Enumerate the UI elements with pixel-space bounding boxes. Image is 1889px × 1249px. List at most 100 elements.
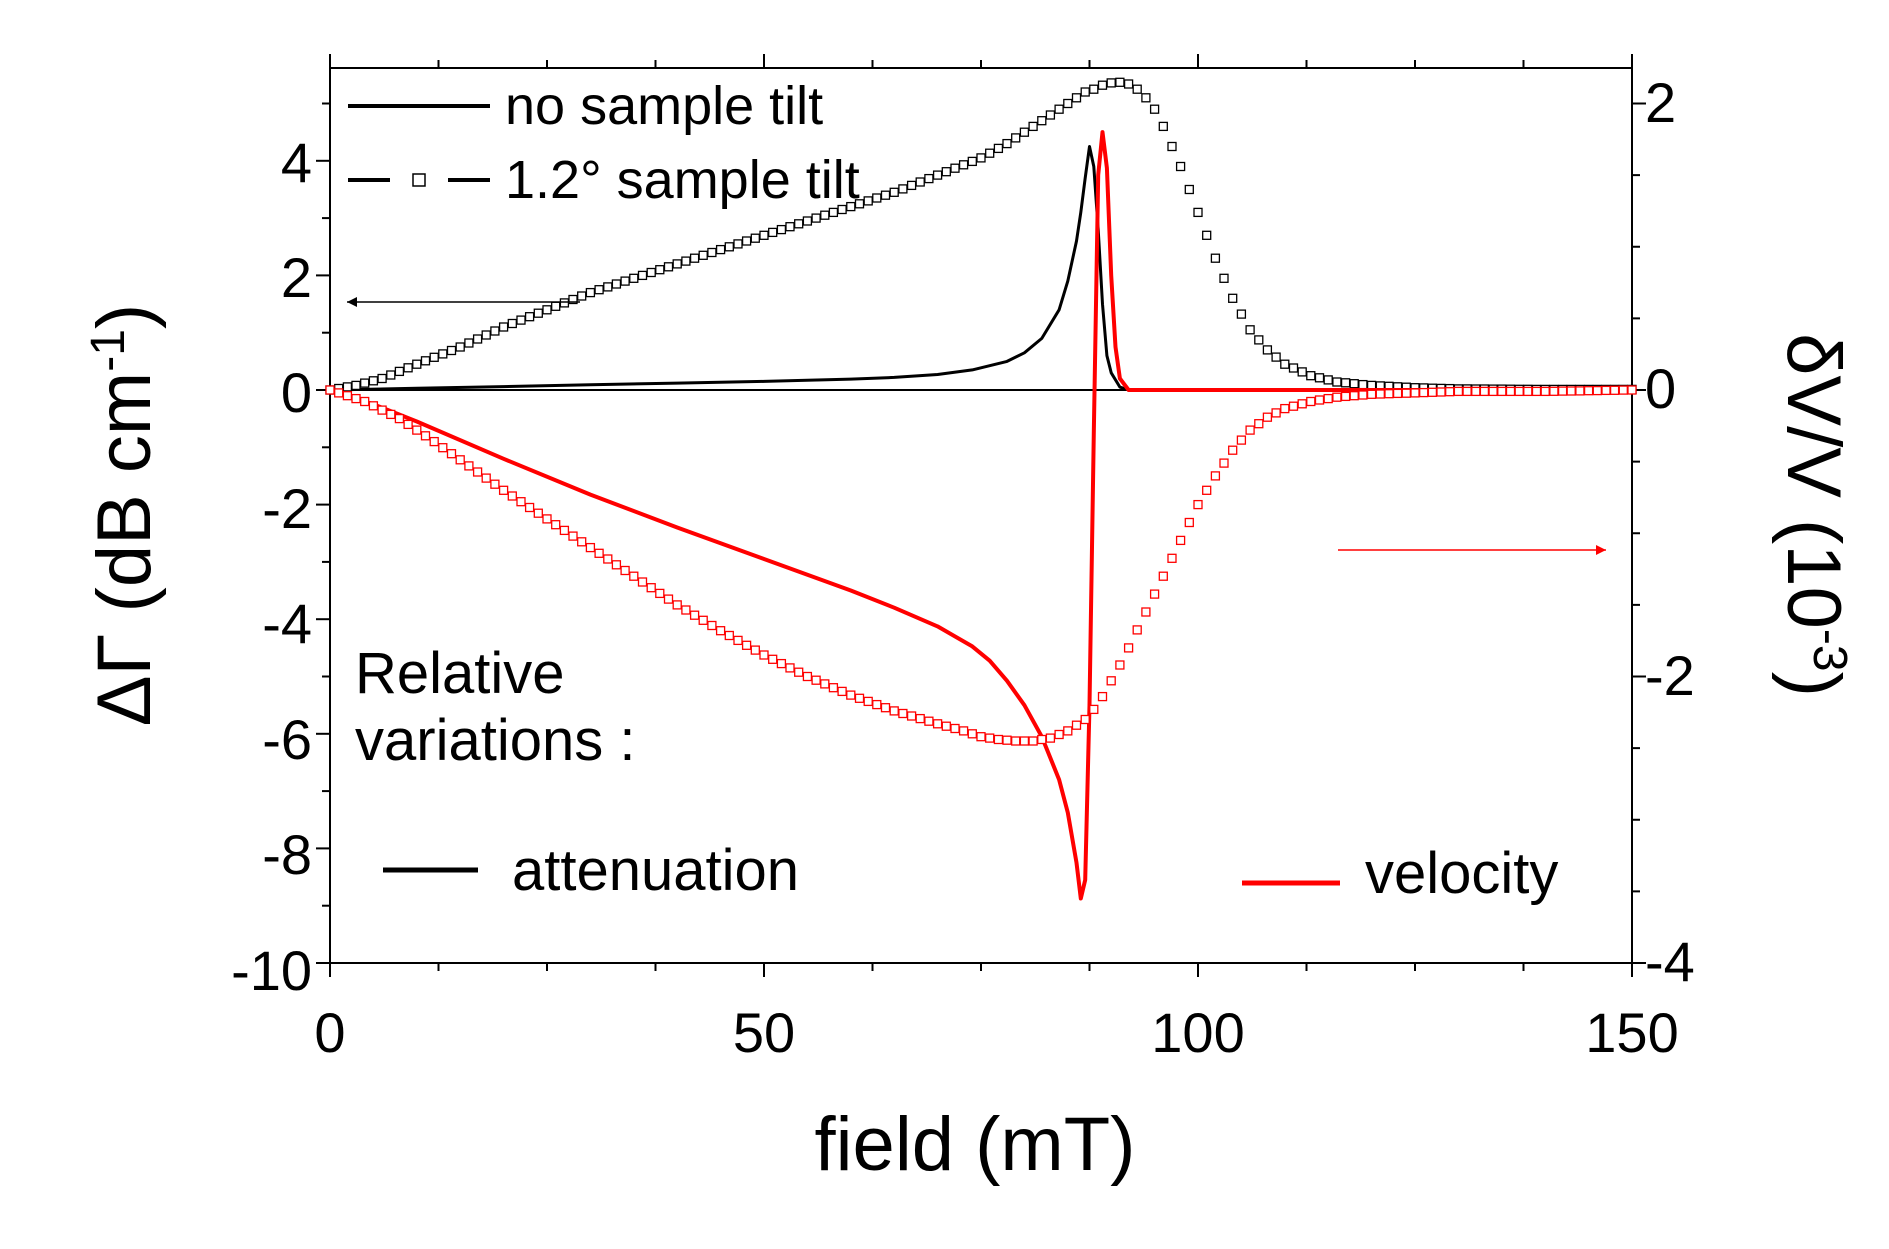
data-point	[646, 267, 656, 278]
data-point	[985, 733, 995, 743]
data-point	[1106, 78, 1116, 88]
data-point	[507, 491, 517, 501]
data-point	[1210, 253, 1221, 263]
data-point	[524, 502, 535, 513]
data-point	[1384, 389, 1394, 399]
data-point	[351, 380, 361, 391]
data-point	[872, 193, 882, 203]
data-point	[898, 184, 908, 194]
data-point	[967, 729, 977, 739]
data-point	[1089, 84, 1099, 94]
data-point	[846, 201, 856, 212]
data-point	[498, 322, 509, 332]
data-point	[342, 382, 353, 392]
data-point	[1436, 387, 1446, 397]
data-point	[1193, 207, 1203, 218]
right-y-tick-label: -2	[1645, 644, 1695, 707]
data-point	[1141, 93, 1151, 103]
data-point	[1097, 80, 1108, 90]
data-point	[481, 473, 491, 483]
data-point	[733, 635, 743, 646]
data-point	[715, 244, 726, 255]
data-point	[724, 630, 734, 641]
data-point	[1054, 729, 1064, 740]
data-point	[681, 605, 691, 615]
data-point	[794, 667, 804, 677]
data-point	[1254, 419, 1264, 429]
data-point	[394, 413, 405, 424]
data-point	[715, 626, 726, 636]
right-y-tick-label: -4	[1645, 930, 1695, 993]
data-point	[1080, 714, 1090, 725]
data-point	[1262, 345, 1273, 355]
data-point	[603, 554, 613, 564]
data-point	[542, 305, 552, 315]
data-point	[1184, 184, 1194, 195]
data-point	[620, 565, 630, 576]
data-point	[620, 276, 630, 286]
data-point	[1002, 735, 1012, 745]
series-layer	[325, 77, 1637, 901]
data-point	[880, 190, 891, 200]
data-point	[1280, 359, 1290, 369]
data-point	[334, 388, 344, 398]
data-point	[1219, 273, 1229, 283]
data-point	[1089, 704, 1099, 715]
data-point	[985, 148, 995, 158]
data-point	[1141, 607, 1151, 617]
data-point	[1575, 386, 1585, 396]
data-point	[481, 330, 491, 340]
series-line	[329, 145, 1632, 392]
data-point	[1158, 121, 1168, 132]
right-y-tick-label: 2	[1645, 71, 1676, 134]
data-point	[1271, 352, 1281, 362]
data-point	[412, 425, 422, 435]
data-point	[733, 239, 743, 249]
data-point	[1054, 104, 1064, 114]
data-point	[932, 719, 943, 729]
data-point	[1479, 386, 1490, 397]
data-point	[455, 342, 465, 352]
data-point	[768, 654, 778, 664]
data-point	[932, 170, 943, 180]
data-point	[663, 594, 674, 604]
data-point	[941, 721, 951, 731]
data-point	[976, 732, 986, 742]
data-point	[958, 160, 969, 170]
data-point	[472, 467, 483, 477]
data-point	[438, 443, 448, 453]
data-point	[768, 227, 778, 238]
left-y-axis-title-sup: -1	[82, 329, 135, 372]
data-point	[472, 334, 483, 344]
data-point	[420, 431, 431, 441]
data-point	[464, 338, 474, 348]
data-point	[759, 230, 769, 240]
series-velocity-tilt	[325, 385, 1637, 746]
data-point	[681, 256, 691, 266]
data-point	[455, 455, 465, 465]
data-point	[524, 312, 535, 322]
data-point	[880, 703, 891, 713]
data-point	[611, 560, 622, 570]
data-point	[429, 352, 439, 362]
left-y-tick-label: -6	[262, 708, 312, 771]
x-tick-labels: 0 50 100 150	[314, 1001, 1678, 1064]
right-y-axis-title-end: )	[1771, 672, 1856, 697]
data-point	[1115, 77, 1125, 87]
data-point	[551, 520, 561, 530]
data-point	[464, 461, 474, 471]
data-point	[1332, 392, 1342, 402]
data-point	[811, 213, 821, 223]
data-point	[1132, 625, 1142, 635]
data-point	[1080, 87, 1090, 97]
data-point	[854, 199, 865, 209]
data-point	[741, 640, 752, 650]
right-y-tick-labels: 2 0 -2 -4	[1645, 71, 1695, 993]
data-point	[1149, 589, 1160, 599]
data-point	[698, 615, 708, 625]
data-point	[516, 315, 526, 325]
data-point	[429, 436, 439, 447]
data-point	[1071, 93, 1082, 103]
data-point	[360, 396, 370, 407]
data-point	[325, 385, 335, 395]
